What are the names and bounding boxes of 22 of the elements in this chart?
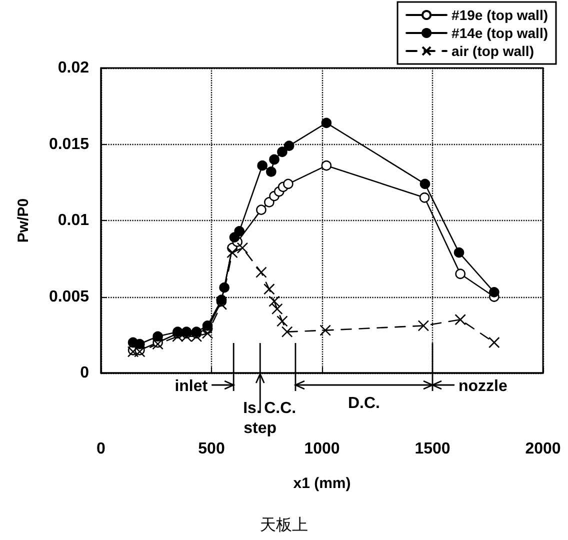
legend-label: air (top wall) <box>452 43 534 59</box>
y-tick-label: 0 <box>80 364 90 382</box>
y-axis-title: Pw/P0 <box>15 198 32 243</box>
text: Is. <box>243 400 261 417</box>
text: nozzle <box>458 378 508 395</box>
x-axis-title: x1 (mm) <box>293 475 351 492</box>
text: inlet <box>174 378 208 395</box>
text: D.C. <box>348 395 380 412</box>
x-tick-label: 1000 <box>304 440 340 458</box>
y-tick-label: 0.01 <box>58 212 90 229</box>
y-tick-label: 0.02 <box>58 60 90 76</box>
y-tick-label: 0.005 <box>48 288 90 306</box>
y-tick-label: 0.015 <box>48 136 90 153</box>
legend-label: #19e (top wall) <box>452 7 548 23</box>
x-tick-label: 1500 <box>414 440 450 458</box>
text: step <box>244 420 277 437</box>
x-tick-label: 0 <box>96 440 106 458</box>
text: 天板上 <box>260 515 308 534</box>
legend-label: #14e (top wall) <box>452 25 548 41</box>
text: C.C. <box>264 400 296 417</box>
x-tick-label: 500 <box>198 440 225 458</box>
x-tick-label: 2000 <box>525 440 561 458</box>
